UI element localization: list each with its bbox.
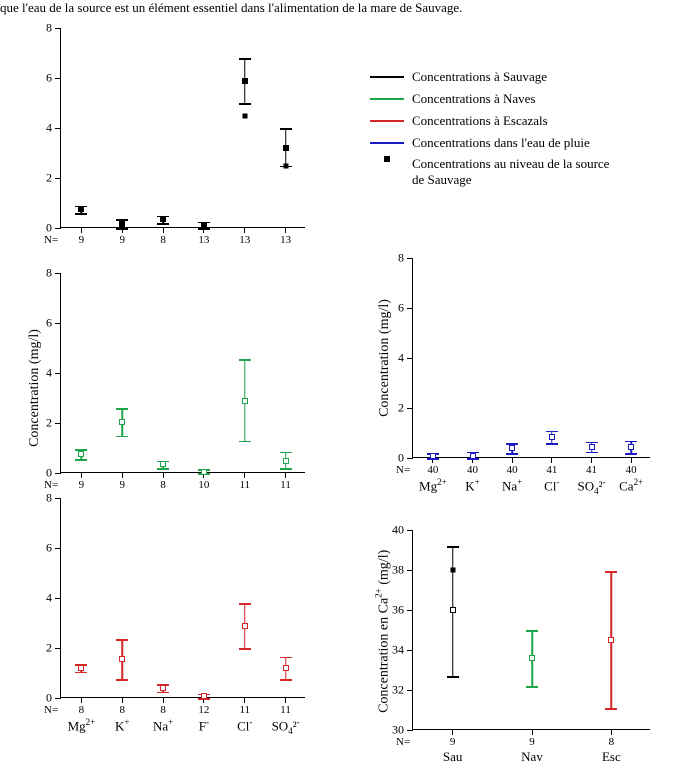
legend-label: Concentrations à Sauvage [412, 69, 547, 85]
legend-label: Concentrations à Escazals [412, 113, 548, 129]
plot-ca: 303234363840N=9Sau9Nav8Esc [412, 530, 650, 730]
legend-row-sauvage: Concentrations à Sauvage [370, 68, 670, 86]
legend-row-pluie: Concentrations dans l'eau de pluie [370, 134, 670, 152]
legend-square-icon [384, 156, 390, 162]
plot-naves: 02468N=998101111 [60, 273, 305, 473]
y-axis-label-right-top: Concentration (mg/l) [377, 278, 393, 438]
panel-ca: 303234363840N=9Sau9Nav8Esc [412, 530, 650, 730]
y-axis-label-left: Concentration (mg/l) [27, 298, 43, 478]
legend-line-escazals [370, 120, 404, 122]
legend-label: Concentrations à Naves [412, 91, 535, 107]
legend-row-naves: Concentrations à Naves [370, 90, 670, 108]
plot-escazals: 02468N=8Mg2+8K+8Na+12F-11Cl-11SO4²- [60, 498, 305, 698]
legend: Concentrations à Sauvage Concentrations … [370, 68, 670, 193]
legend-row-source: Concentrations au niveau de la sourcede … [370, 156, 670, 189]
y-axis-label-right-bot: Concentration en Ca2+ (mg/l) [374, 526, 393, 736]
panel-naves: 02468N=998101111 [60, 273, 305, 473]
legend-line-sauvage [370, 76, 404, 78]
plot-sauvage: 02468N=998131313 [60, 28, 305, 228]
panel-escazals: 02468N=8Mg2+8K+8Na+12F-11Cl-11SO4²- [60, 498, 305, 698]
legend-label: Concentrations dans l'eau de pluie [412, 135, 590, 151]
plot-pluie: 02468N=40Mg2+40K+40Na+41Cl-41SO4²-40Ca2+ [412, 258, 650, 458]
header-text: que l'eau de la source est un élément es… [0, 0, 462, 16]
legend-line-naves [370, 98, 404, 100]
panel-pluie: 02468N=40Mg2+40K+40Na+41Cl-41SO4²-40Ca2+ [412, 258, 650, 458]
panel-sauvage: 02468N=998131313 [60, 28, 305, 228]
legend-line-pluie [370, 142, 404, 144]
legend-row-escazals: Concentrations à Escazals [370, 112, 670, 130]
legend-label: Concentrations au niveau de la sourcede … [412, 156, 662, 189]
